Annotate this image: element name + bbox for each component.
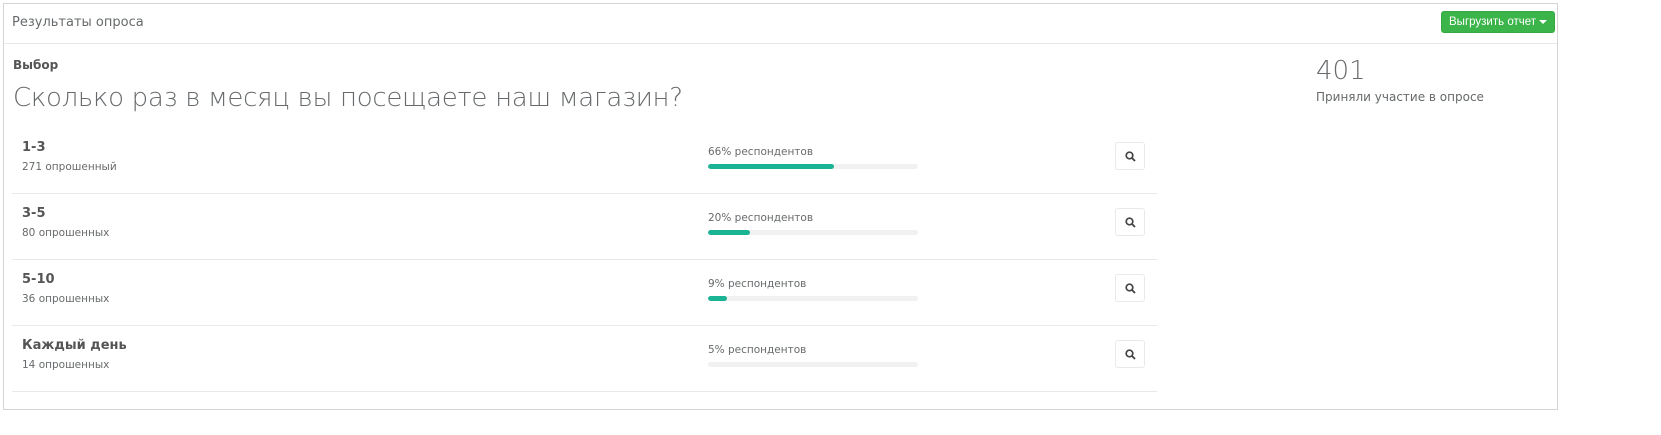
view-respondents-button[interactable]: [1115, 274, 1145, 302]
panel-title: Результаты опроса: [12, 15, 144, 30]
option-row: 3-5 80 опрошенных 20% респондентов: [12, 194, 1157, 260]
progress-fill: [708, 230, 750, 235]
view-respondents-button[interactable]: [1115, 340, 1145, 368]
participants-count: 401: [1316, 56, 1366, 86]
option-label: 5-10: [22, 272, 55, 287]
search-icon: [1125, 151, 1136, 162]
search-icon: [1125, 283, 1136, 294]
progress-fill: [708, 164, 834, 169]
progress-fill: [708, 296, 727, 301]
panel-header: Результаты опроса Выгрузить отчет: [4, 4, 1557, 44]
option-row: 1-3 271 опрошенный 66% респондентов: [12, 128, 1157, 194]
option-label: 3-5: [22, 206, 46, 221]
option-percent: 5% респондентов: [708, 344, 807, 356]
option-count: 36 опрошенных: [22, 293, 110, 305]
option-count: 80 опрошенных: [22, 227, 110, 239]
option-percent: 66% респондентов: [708, 146, 814, 158]
option-count: 14 опрошенных: [22, 359, 110, 371]
export-report-button[interactable]: Выгрузить отчет: [1441, 11, 1555, 33]
view-respondents-button[interactable]: [1115, 142, 1145, 170]
progress-bar: [708, 296, 918, 301]
option-percent: 9% респондентов: [708, 278, 807, 290]
search-icon: [1125, 349, 1136, 360]
search-icon: [1125, 217, 1136, 228]
option-count: 271 опрошенный: [22, 161, 117, 173]
progress-bar: [708, 164, 918, 169]
question-title: Сколько раз в месяц вы посещаете наш маг…: [13, 83, 683, 113]
option-percent: 20% респондентов: [708, 212, 814, 224]
progress-bar: [708, 230, 918, 235]
view-respondents-button[interactable]: [1115, 208, 1145, 236]
option-label: 1-3: [22, 140, 46, 155]
options-list: 1-3 271 опрошенный 66% респондентов 3-5 …: [12, 128, 1157, 392]
progress-bar: [708, 362, 918, 367]
option-row: Каждый день 14 опрошенных 5% респонденто…: [12, 326, 1157, 392]
question-type: Выбор: [13, 58, 59, 72]
option-label: Каждый день: [22, 338, 127, 353]
participants-label: Приняли участие в опросе: [1316, 90, 1484, 104]
caret-down-icon: [1539, 19, 1547, 24]
survey-results-panel: Результаты опроса Выгрузить отчет: [3, 3, 1558, 410]
option-row: 5-10 36 опрошенных 9% респондентов: [12, 260, 1157, 326]
export-report-label: Выгрузить отчет: [1449, 16, 1536, 28]
